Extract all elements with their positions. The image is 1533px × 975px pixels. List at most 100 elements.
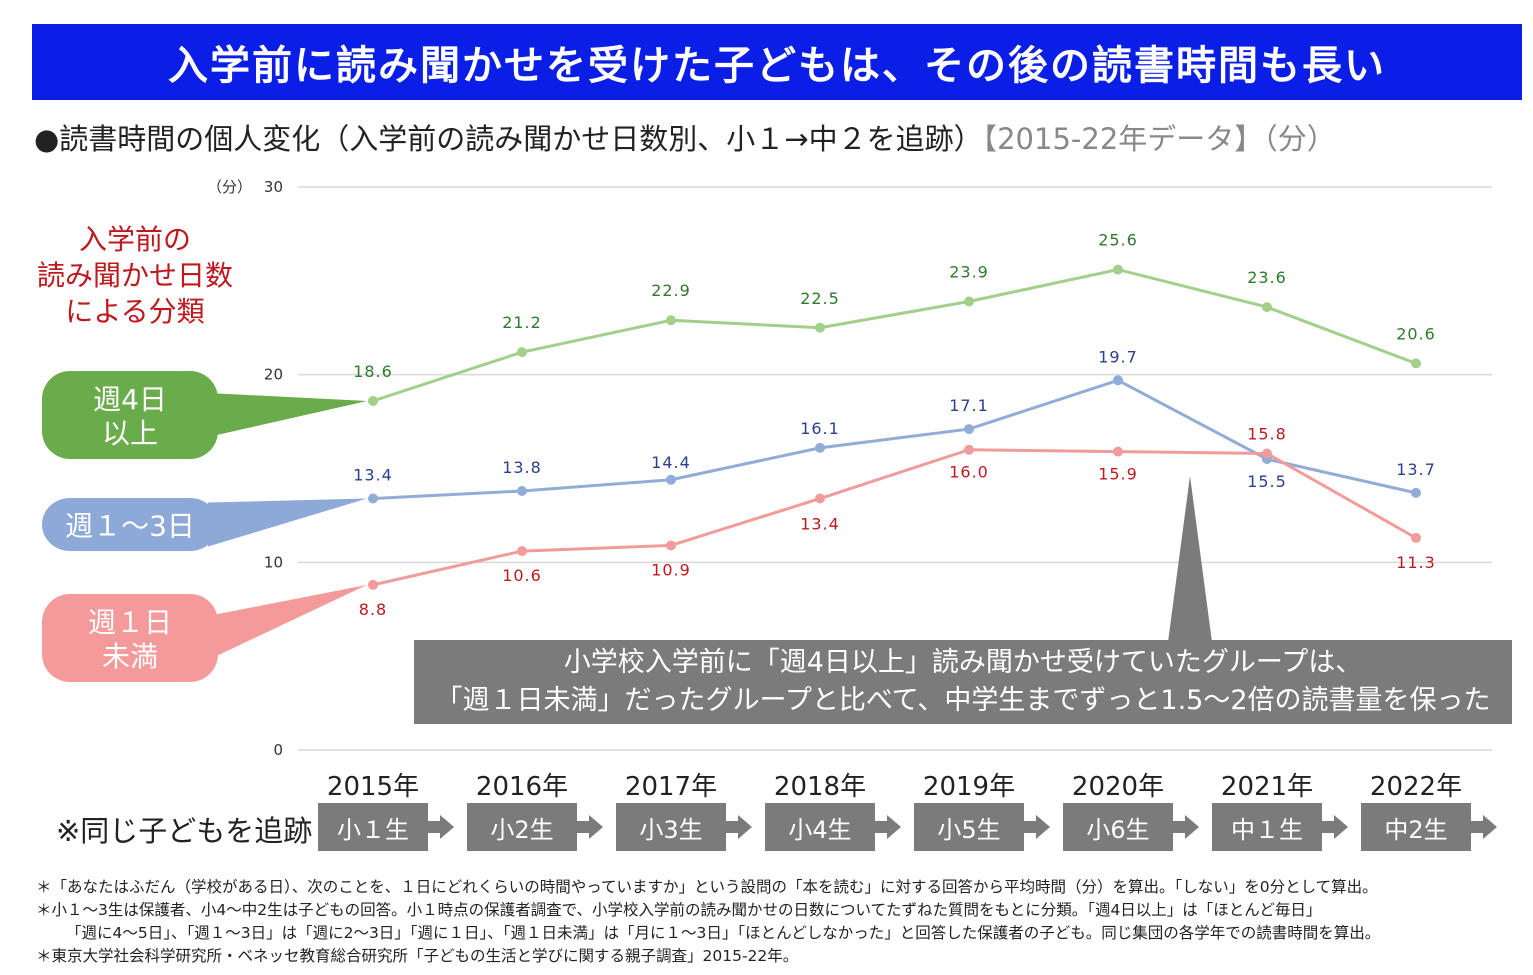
arrow-right-icon: [887, 815, 901, 839]
data-point: [1262, 302, 1272, 313]
grade-box: 小2生: [467, 803, 577, 851]
callout-line: 「週１日未満」だったグループと比べて、中学生までずっと1.5～2倍の読書量を保っ…: [435, 685, 1491, 716]
callout-line: 小学校入学前に「週4日以上」読み聞かせ受けていたグループは、: [563, 647, 1363, 678]
x-tick-label: 2019年: [922, 772, 1016, 802]
data-point: [666, 474, 676, 485]
legend-label: 週4日: [93, 383, 167, 416]
data-point: [815, 322, 825, 333]
data-label: 11.3: [1396, 553, 1436, 572]
data-label: 22.5: [800, 289, 840, 308]
data-label: 8.8: [359, 600, 387, 619]
data-point: [368, 395, 378, 406]
subtitle-period: 【2015-22年データ】（分）: [982, 122, 1336, 156]
y-axis-unit: （分）: [207, 178, 252, 196]
chart-subtitle: ●読書時間の個人変化（入学前の読み聞かせ日数別、小１→中２を追跡）【2015-2…: [34, 116, 1336, 158]
data-label: 13.8: [502, 458, 542, 477]
arrow-stem: [875, 821, 887, 833]
footnote: ＊小１～3生は保護者、小4～中2生は子どもの回答。小１時点の保護者調査で、小学校…: [36, 901, 1322, 919]
grade-box: 中2生: [1361, 803, 1471, 851]
subtitle-main: ●読書時間の個人変化（入学前の読み聞かせ日数別、小１→中２を追跡）: [34, 122, 983, 156]
y-tick-label: 0: [273, 741, 283, 759]
data-label: 19.7: [1098, 347, 1138, 366]
data-point: [1113, 264, 1123, 275]
arrow-stem: [1173, 821, 1185, 833]
callout-note: 小学校入学前に「週4日以上」読み聞かせ受けていたグループは、 「週１日未満」だっ…: [414, 640, 1512, 724]
data-label: 10.9: [651, 560, 691, 579]
legend-label: 週１日: [88, 606, 172, 639]
grade-box: 小6生: [1063, 803, 1173, 851]
data-point: [1113, 375, 1123, 386]
data-label: 16.1: [800, 419, 840, 438]
data-point: [666, 540, 676, 551]
footnotes: ＊「あなたはふだん（学校がある日）、次のことを、１日にどれくらいの時間やっていま…: [36, 876, 1526, 968]
data-point: [1411, 487, 1421, 498]
legend-label: 以上: [102, 417, 158, 450]
legend-heading-line: 入学前の: [78, 223, 191, 256]
y-tick-label: 20: [264, 366, 283, 384]
data-label: 15.5: [1247, 472, 1287, 491]
data-label: 15.8: [1247, 424, 1287, 443]
x-tick-label: 2017年: [624, 772, 718, 802]
data-label: 14.4: [651, 453, 691, 472]
arrow-right-icon: [1483, 815, 1497, 839]
data-point: [964, 444, 974, 455]
data-label: 13.4: [353, 466, 393, 485]
arrow-right-icon: [440, 815, 454, 839]
legend-box: [42, 371, 218, 459]
grade-box: 小１生: [318, 803, 428, 851]
data-point: [517, 347, 527, 358]
series-line: [372, 268, 1417, 403]
data-point: [517, 546, 527, 557]
data-label: 20.6: [1396, 324, 1436, 343]
data-label: 13.7: [1396, 460, 1436, 479]
legend-pointer: [208, 393, 367, 437]
grade-box: 小4生: [765, 803, 875, 851]
grade-box: 小5生: [914, 803, 1024, 851]
data-label: 23.6: [1247, 268, 1287, 287]
footnote: ＊「あなたはふだん（学校がある日）、次のことを、１日にどれくらいの時間やっていま…: [36, 878, 1378, 896]
data-label: 17.1: [949, 396, 989, 415]
series-line: [372, 378, 1417, 501]
data-point: [964, 296, 974, 307]
title-banner: 入学前に読み聞かせを受けた子どもは、その後の読書時間も長い: [32, 24, 1522, 100]
data-point: [666, 315, 676, 326]
data-point: [815, 442, 825, 453]
y-tick-label: 10: [264, 553, 283, 571]
x-tick-label: 2020年: [1071, 772, 1165, 802]
data-label: 16.0: [949, 463, 989, 482]
data-label: 25.6: [1098, 231, 1138, 250]
x-tick-label: 2018年: [773, 772, 867, 802]
arrow-right-icon: [1334, 815, 1348, 839]
arrow-stem: [1322, 821, 1334, 833]
callout-pointer: [1168, 476, 1212, 642]
data-point: [815, 493, 825, 504]
page-title: 入学前に読み聞かせを受けた子どもは、その後の読書時間も長い: [168, 43, 1386, 89]
data-label: 22.9: [651, 281, 691, 300]
data-point: [964, 424, 974, 435]
legend-pointer: [208, 498, 367, 547]
arrow-stem: [577, 821, 589, 833]
legend-pointer: [208, 584, 367, 660]
arrow-stem: [428, 821, 440, 833]
legend-box: [42, 594, 218, 682]
x-tick-label: 2015年: [326, 772, 420, 802]
legend-heading: 入学前の 読み聞かせ日数 による分類: [30, 222, 240, 330]
footnote: 「週に4～5日」、「週１～3日」は「週に2～3日」「週に１日」、「週１日未満」は…: [66, 924, 1381, 942]
data-label: 23.9: [949, 262, 989, 281]
x-tick-label: 2022年: [1369, 772, 1463, 802]
data-point: [517, 486, 527, 497]
legend-heading-line: による分類: [65, 295, 205, 328]
data-point: [1411, 532, 1421, 543]
legend-box: [42, 498, 218, 551]
arrow-stem: [1024, 821, 1036, 833]
legend-label: 週１～3日: [65, 510, 195, 543]
data-point: [1262, 448, 1272, 459]
x-tick-label: 2021年: [1220, 772, 1314, 802]
tracking-label: ※同じ子どもを追跡: [56, 814, 313, 848]
data-label: 15.9: [1098, 465, 1138, 484]
data-label: 18.6: [353, 362, 393, 381]
legend-heading-line: 読み聞かせ日数: [36, 259, 233, 292]
data-label: 21.2: [502, 313, 542, 332]
legend-label: 未満: [102, 640, 158, 673]
